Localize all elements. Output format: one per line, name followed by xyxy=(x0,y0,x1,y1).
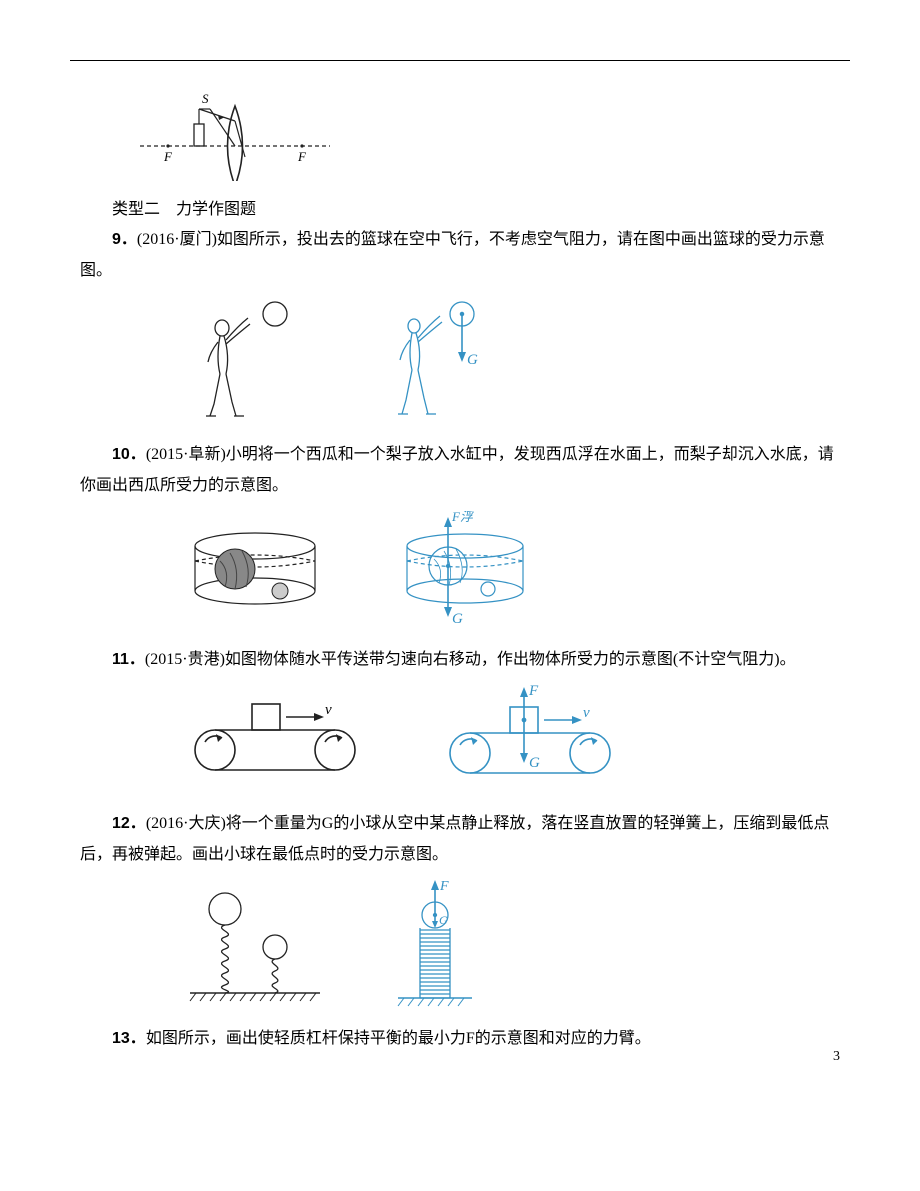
q11-answer-figure: F G v xyxy=(430,685,630,795)
q9-question-figure xyxy=(180,296,310,426)
q10-figures: F浮 G xyxy=(180,511,840,631)
q12-answer-figure: F G xyxy=(390,880,480,1010)
q10-answer-figure: F浮 G xyxy=(390,511,540,631)
q12-figures: F G xyxy=(180,880,840,1010)
q12-question-figure xyxy=(180,885,330,1005)
q10-g-label: G xyxy=(452,611,463,627)
q13-num: 13． xyxy=(112,1030,146,1047)
q11-text: 11．(2015·贵港)如图物体随水平传送带匀速向右移动，作出物体所受力的示意图… xyxy=(80,645,840,675)
q11-g-label: G xyxy=(529,755,540,771)
q12-g-label: G xyxy=(439,913,448,927)
page-top-rule xyxy=(70,60,850,61)
focal-left-label: F xyxy=(163,149,173,164)
q11-v-label: v xyxy=(325,702,332,718)
q10-text: 10．(2015·阜新)小明将一个西瓜和一个梨子放入水缸中，发现西瓜浮在水面上，… xyxy=(80,440,840,501)
q12-text: 12．(2016·大庆)将一个重量为G的小球从空中某点静止释放，落在竖直放置的轻… xyxy=(80,809,840,870)
optics-figure: F F S xyxy=(140,91,840,181)
q10-question-figure xyxy=(180,521,330,621)
lens-diagram: F F S xyxy=(140,91,330,181)
q9-figures: G xyxy=(180,296,840,426)
q11-question-figure: v xyxy=(180,690,370,790)
q11-figures: v F G v xyxy=(180,685,840,795)
q10-num: 10． xyxy=(112,446,146,463)
page-number: 3 xyxy=(833,1044,840,1071)
focal-right-label: F xyxy=(297,149,307,164)
q11-v-label-ans: v xyxy=(583,705,590,721)
q12-num: 12． xyxy=(112,815,146,832)
q13-text: 13．如图所示，画出使轻质杠杆保持平衡的最小力F的示意图和对应的力臂。 xyxy=(80,1024,840,1054)
q9-g-label: G xyxy=(467,352,478,368)
s-label: S xyxy=(202,91,209,106)
section-title: 类型二 力学作图题 xyxy=(80,195,840,225)
q9-text: 9．(2016·厦门)如图所示，投出去的篮球在空中飞行，不考虑空气阻力，请在图中… xyxy=(80,225,840,286)
q10-f-label: F浮 xyxy=(451,511,475,524)
q9-answer-figure: G xyxy=(370,296,500,426)
q11-f-label: F xyxy=(528,685,539,699)
q12-f-label: F xyxy=(439,880,449,894)
q11-num: 11． xyxy=(112,651,145,668)
q9-num: 9． xyxy=(112,231,137,248)
